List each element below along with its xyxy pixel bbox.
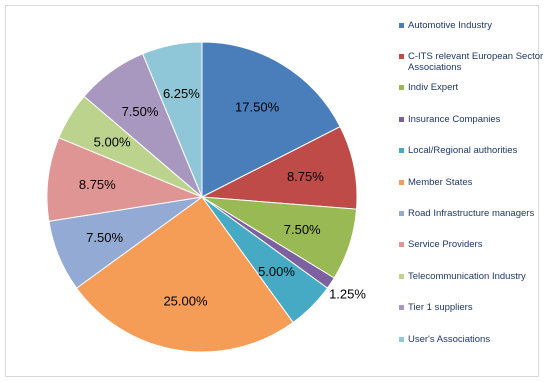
pie-slice-member-states xyxy=(75,196,294,353)
legend-item-service-providers: Service Providers xyxy=(399,239,545,250)
legend-label: Indiv Expert xyxy=(408,82,459,93)
legend-label: Road Infrastructure managers xyxy=(408,208,535,219)
legend-swatch xyxy=(399,54,404,59)
legend-item-member-states: Member States xyxy=(399,177,545,188)
legend-label: Automotive Industry xyxy=(408,20,492,31)
data-label-indiv-expert: 7.50% xyxy=(284,222,321,237)
data-label-member-states: 25.00% xyxy=(163,294,208,309)
legend-item-indiv-expert: Indiv Expert xyxy=(399,82,545,93)
pie-slice-c-its-relevant-european-sector-associations xyxy=(200,125,358,210)
pie-slice-service-providers xyxy=(46,137,204,222)
pie-chart: 17.50% 8.75% 7.50% 1.25% 5.00% 25.00% 7.50% 8.7… xyxy=(46,41,366,353)
pie-slice-user-s-associations xyxy=(142,41,203,198)
legend-item-tier-1-suppliers: Tier 1 suppliers xyxy=(399,302,545,313)
data-label-local-regional-authorities: 5.00% xyxy=(258,264,295,279)
legend-item-telecommunication-industry: Telecommunication Industry xyxy=(399,271,545,282)
legend-label: Member States xyxy=(408,177,473,188)
legend-swatch xyxy=(399,85,404,90)
data-label-tier-1-suppliers: 7.50% xyxy=(122,104,159,119)
data-label-user-s-associations: 6.25% xyxy=(163,86,200,101)
data-label-telecommunication-industry: 5.00% xyxy=(94,134,131,149)
legend-label: Local/Regional authorities xyxy=(408,145,518,156)
legend-label: User's Associations xyxy=(408,334,491,345)
data-label-service-providers: 8.75% xyxy=(79,177,116,192)
legend-swatch xyxy=(399,23,404,28)
legend-label: Tier 1 suppliers xyxy=(408,302,473,313)
data-label-automotive-industry: 17.50% xyxy=(235,100,280,115)
pie-slice-automotive-industry xyxy=(201,41,341,198)
legend-label: Service Providers xyxy=(408,239,483,250)
legend-swatch xyxy=(399,148,404,153)
legend-item-c-its-relevant-european-sector-associations: C-ITS relevant European Sector Associati… xyxy=(399,51,545,73)
legend-swatch xyxy=(399,305,404,310)
legend-item-insurance-companies: Insurance Companies xyxy=(399,114,545,125)
legend-label: Insurance Companies xyxy=(408,114,501,125)
legend-item-local-regional-authorities: Local/Regional authorities xyxy=(399,145,545,156)
legend-swatch xyxy=(399,274,404,279)
legend-swatch xyxy=(399,180,404,185)
legend-swatch xyxy=(399,211,404,216)
legend-label: Telecommunication Industry xyxy=(408,271,526,282)
data-label-c-its-relevant-european-sector-associations: 8.75% xyxy=(287,169,324,184)
legend-item-automotive-industry: Automotive Industry xyxy=(399,20,545,31)
legend-swatch xyxy=(399,337,404,342)
legend-swatch xyxy=(399,242,404,247)
legend-label: C-ITS relevant European Sector Associati… xyxy=(408,51,544,73)
legend-item-road-infrastructure-managers: Road Infrastructure managers xyxy=(399,208,545,219)
legend-swatch xyxy=(399,117,404,122)
data-label-road-infrastructure-managers: 7.50% xyxy=(86,230,123,245)
chart-area: 17.50% 8.75% 7.50% 1.25% 5.00% 25.00% 7.50% 8.7… xyxy=(5,5,543,377)
legend-item-user-s-associations: User's Associations xyxy=(399,334,545,345)
data-label-insurance-companies: 1.25% xyxy=(329,287,366,302)
